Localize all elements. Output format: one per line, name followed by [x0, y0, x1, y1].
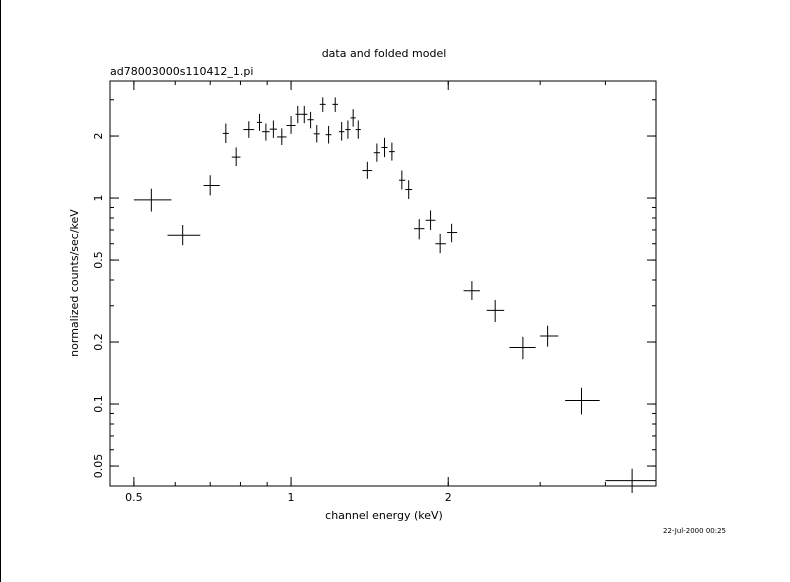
y-tick-label: 0.05 [92, 454, 105, 479]
x-axis-label: channel energy (keV) [325, 509, 443, 522]
data-point [133, 188, 172, 212]
data-point [373, 143, 380, 162]
data-point [355, 120, 361, 139]
chart-subtitle: ad78003000s110412_1.pi [110, 65, 253, 78]
data-point [203, 175, 220, 196]
data-point [269, 120, 278, 138]
data-point [405, 180, 413, 199]
x-tick-label: 0.5 [125, 491, 143, 504]
data-point [435, 233, 446, 254]
data-point [338, 121, 345, 141]
data-point [425, 210, 436, 230]
data-point [301, 105, 308, 124]
plot-frame [109, 80, 657, 487]
data-point [486, 299, 505, 323]
data-point [231, 147, 241, 167]
data-point [319, 97, 326, 112]
data-point [509, 336, 536, 360]
window-left-border [0, 0, 1, 582]
data-point [222, 123, 229, 144]
data-point [295, 105, 302, 124]
y-tick-label: 2 [92, 133, 105, 140]
data-point [307, 111, 314, 129]
data-point [286, 116, 296, 134]
y-tick-label: 0.5 [92, 251, 105, 269]
x-axis: 0.5 1 2 [125, 81, 657, 504]
y-tick-label: 1 [92, 195, 105, 202]
data-point [414, 219, 425, 240]
data-point [388, 142, 395, 161]
data-point [399, 170, 406, 190]
y-tick-label: 0.2 [92, 333, 105, 351]
data-points [133, 97, 656, 493]
data-point [243, 121, 255, 138]
y-axis: 0.05 0.1 0.2 0.5 1 2 [92, 99, 656, 487]
data-point [463, 281, 480, 300]
data-point [362, 161, 373, 179]
data-point [262, 123, 270, 141]
timestamp: 22-Jul-2000 00:25 [663, 527, 726, 535]
data-point [167, 224, 201, 246]
x-tick-label: 2 [445, 491, 452, 504]
data-point [350, 109, 356, 127]
data-point [256, 113, 263, 131]
data-point [332, 97, 339, 112]
y-tick-label: 0.1 [92, 395, 105, 413]
chart-title: data and folded model [322, 47, 447, 60]
data-point [540, 325, 559, 347]
data-point [325, 125, 332, 144]
data-point [605, 468, 656, 493]
data-point [345, 120, 351, 139]
data-point [277, 128, 287, 145]
data-point [381, 137, 388, 158]
x-tick-label: 1 [288, 491, 295, 504]
data-point [447, 223, 458, 243]
data-point [565, 387, 600, 415]
data-point [313, 125, 320, 143]
y-axis-label: normalized counts/sec/keV [68, 209, 81, 357]
